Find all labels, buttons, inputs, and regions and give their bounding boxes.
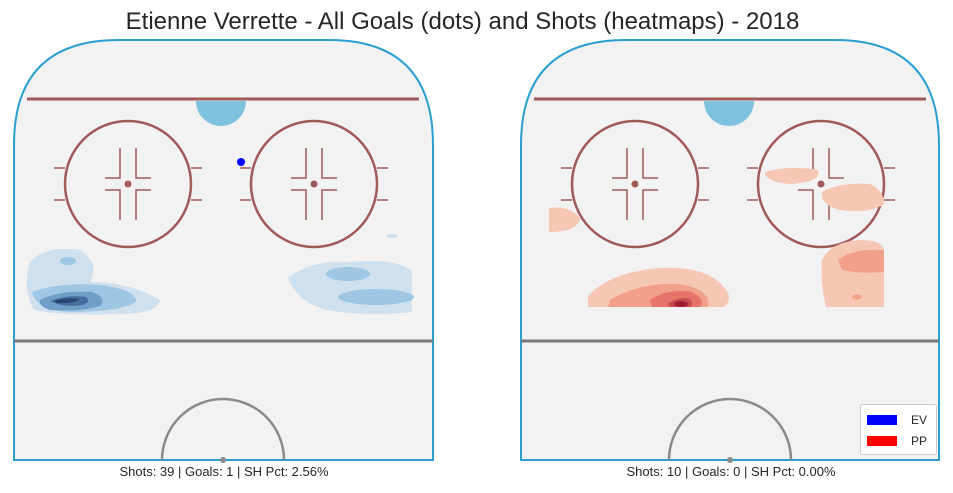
heatmap-contour — [338, 289, 414, 305]
center-circle — [667, 397, 793, 461]
legend-label-ev: EV — [911, 412, 928, 427]
center-circle — [160, 397, 286, 461]
center-dot — [727, 457, 733, 463]
faceoff-circle-left — [561, 119, 709, 249]
center-dot — [220, 457, 226, 463]
chart-title: Etienne Verrette - All Goals (dots) and … — [125, 8, 800, 35]
rink-panel-ev — [13, 39, 434, 463]
goal-crease — [704, 101, 754, 126]
panel-caption-ev: Shots: 39 | Goals: 1 | SH Pct: 2.56% — [119, 464, 329, 479]
goal-crease — [196, 101, 246, 126]
heatmap-contour — [852, 294, 862, 300]
faceoff-circle-left — [54, 119, 202, 249]
panel-caption-pp: Shots: 10 | Goals: 0 | SH Pct: 0.00% — [626, 464, 836, 479]
rink-surface — [520, 39, 940, 461]
legend-swatch-pp — [867, 435, 897, 446]
legend-label-pp: PP — [911, 433, 928, 448]
legend-item-ev: EV — [867, 409, 930, 430]
heatmap-contour — [386, 234, 398, 238]
heatmap-contour — [326, 267, 370, 281]
rink-surface — [13, 39, 434, 461]
legend-item-pp: PP — [867, 430, 930, 451]
rink-panel-pp — [520, 39, 940, 463]
legend-swatch-ev — [867, 414, 897, 425]
heatmap-contour — [674, 301, 688, 307]
heatmap-contour — [821, 183, 884, 212]
heatmap-contour — [765, 167, 819, 184]
shot-heatmap-ev — [26, 234, 414, 315]
goal-dot-ev — [237, 158, 245, 166]
heatmap-contour — [54, 298, 80, 304]
shot-heatmap-pp — [549, 167, 884, 307]
legend: EV PP — [860, 404, 937, 455]
heatmap-contour — [60, 257, 76, 265]
heatmap-contour — [838, 249, 884, 273]
faceoff-circle-right — [240, 119, 388, 249]
heatmap-contour — [549, 207, 580, 232]
